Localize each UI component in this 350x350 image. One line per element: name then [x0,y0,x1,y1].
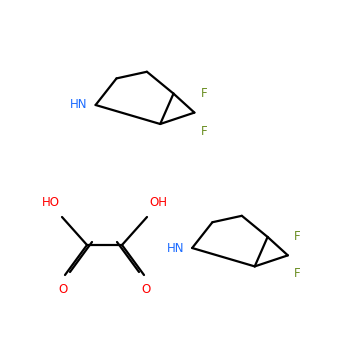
Text: F: F [201,87,207,100]
Text: F: F [201,125,207,138]
Text: F: F [294,230,300,244]
Text: HN: HN [167,241,184,254]
Text: HO: HO [42,196,60,209]
Text: O: O [141,283,150,296]
Text: F: F [294,267,300,280]
Text: O: O [58,283,68,296]
Text: OH: OH [149,196,167,209]
Text: HN: HN [70,98,88,112]
